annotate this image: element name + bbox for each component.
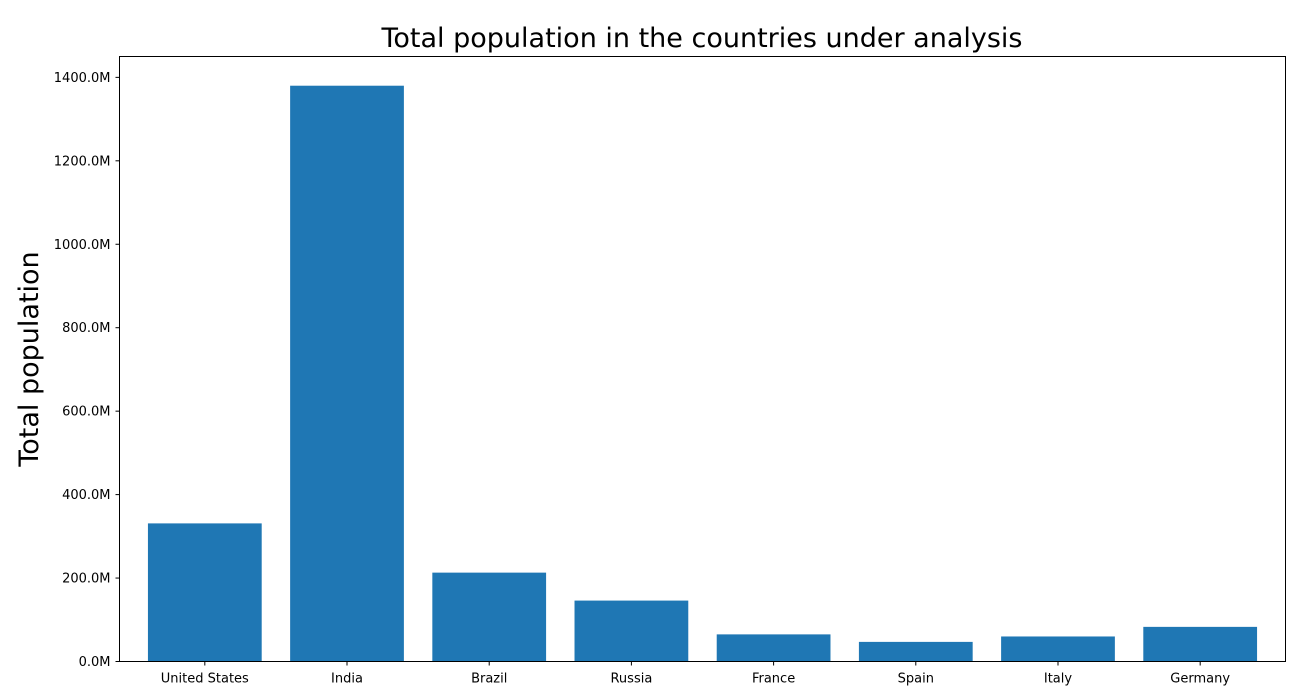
bar-spain (858, 641, 973, 662)
bar-russia (574, 600, 689, 662)
bar-brazil (432, 572, 547, 662)
x-tick-label: Russia (610, 672, 652, 687)
bar-france (716, 634, 831, 662)
bar-italy (1001, 636, 1115, 662)
y-tick-label: 1000.0M (54, 238, 111, 253)
y-tick-label: 600.0M (62, 405, 110, 420)
x-tick-label: Italy (1044, 672, 1073, 687)
y-tick-label: 800.0M (62, 321, 110, 336)
x-tick-label: Spain (898, 672, 934, 687)
x-tick-label: Germany (1170, 672, 1230, 687)
y-axis-label: Total population (14, 251, 45, 467)
y-tick-label: 200.0M (62, 572, 110, 587)
chart-title: Total population in the countries under … (381, 23, 1023, 54)
y-axis-ticks: 0.0M 200.0M 400.0M 600.0M 800.0M 1000.0M 1200.… (54, 71, 120, 670)
x-axis-ticks: United States India Brazil Russia France Spai… (161, 661, 1230, 687)
bar-india (290, 85, 404, 662)
plot-area-frame (119, 56, 1286, 662)
bar-germany (1143, 626, 1258, 662)
x-tick-label: United States (161, 672, 249, 687)
bar-united-states (147, 523, 262, 662)
y-tick-label: 0.0M (79, 655, 111, 670)
x-tick-label: Brazil (471, 672, 507, 687)
y-tick-label: 1200.0M (54, 154, 111, 169)
x-tick-label: India (331, 672, 363, 687)
x-tick-label: France (752, 672, 795, 687)
y-tick-label: 400.0M (62, 488, 110, 503)
y-tick-label: 1400.0M (54, 71, 111, 86)
bars-group (147, 85, 1258, 662)
